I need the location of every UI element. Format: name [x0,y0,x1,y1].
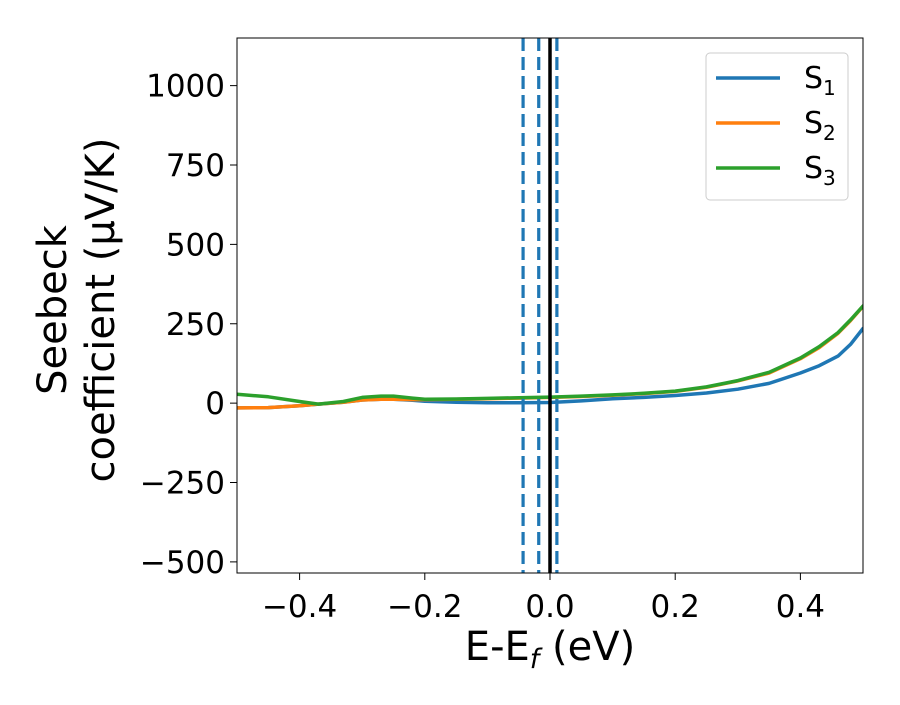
series-layer [237,304,863,410]
x-axis-label-unit: (eV) [539,624,635,670]
x-axis-label-base: E-E [465,624,530,670]
y-tick-label: −500 [140,545,225,581]
y-axis-label-line2: coefficient (μV/K) [78,138,124,483]
reference-lines [521,38,559,573]
y-tick-label: −250 [140,466,225,502]
x-tick-label: −0.2 [387,589,462,625]
y-tick-label: 0 [205,386,225,422]
x-axis-label: E-Ef (eV) [465,624,635,675]
y-tick-label: 750 [166,148,225,184]
legend: S1 S2 S3 [705,52,849,201]
y-tick-label: 250 [166,307,225,343]
x-tick-label: 0.4 [776,589,825,625]
legend-label-s2: S2 [804,106,836,145]
series-line-s3 [237,304,863,406]
legend-label-s3: S3 [804,151,836,190]
legend-box [705,52,849,201]
x-tick-label: 0.0 [525,589,574,625]
x-tick-label: 0.2 [651,589,700,625]
x-tick-label: −0.4 [262,589,337,625]
x-axis: −0.4 −0.2 0.0 0.2 0.4 [262,573,825,625]
y-axis-label: Seebeck coefficient (μV/K) [30,138,124,483]
y-tick-label: 1000 [146,69,225,105]
y-axis-label-line1: Seebeck [30,224,76,395]
legend-label-s1: S1 [804,61,836,100]
y-axis: −500 −250 0 250 500 750 1000 [140,69,237,581]
y-tick-label: 500 [166,227,225,263]
